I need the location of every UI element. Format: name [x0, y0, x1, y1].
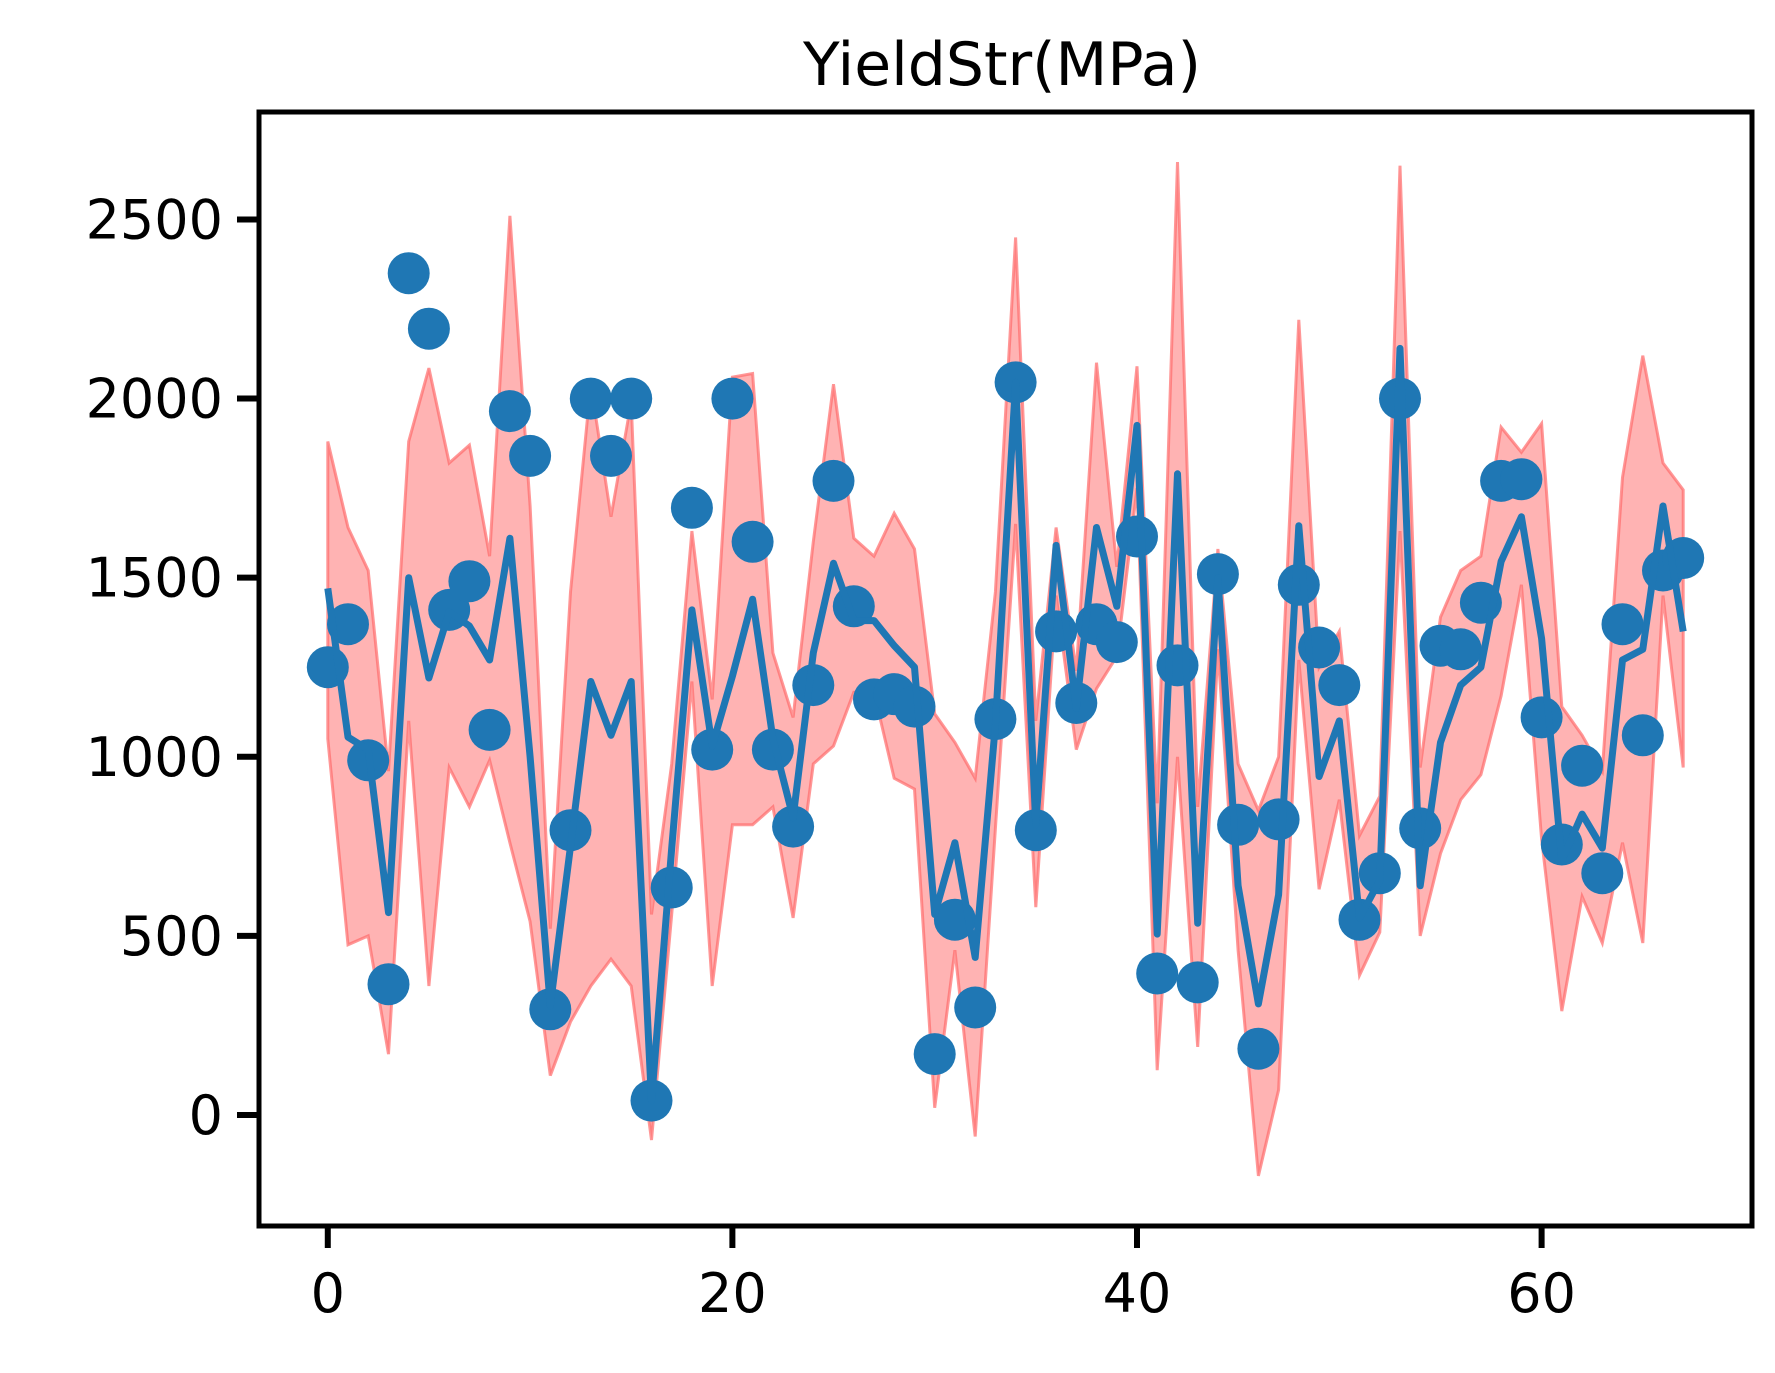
data-point: [1601, 603, 1644, 646]
data-point: [731, 520, 774, 563]
data-point: [792, 664, 835, 707]
x-tick-label: 0: [311, 1262, 345, 1325]
data-point: [488, 390, 531, 433]
x-tick-label: 40: [1103, 1262, 1172, 1325]
data-point: [367, 963, 410, 1006]
data-point: [610, 377, 653, 420]
chart-title: YieldStr(MPa): [802, 30, 1201, 100]
prediction-line: [324, 344, 1687, 1105]
y-tick-label: 1000: [86, 726, 223, 789]
y-tick-label: 0: [189, 1084, 223, 1147]
data-point: [1520, 696, 1563, 739]
data-point: [1014, 809, 1057, 852]
data-point: [529, 988, 572, 1031]
data-point: [1237, 1027, 1280, 1070]
data-point: [1318, 664, 1361, 707]
data-point: [590, 434, 632, 477]
x-tick-label: 60: [1507, 1262, 1576, 1325]
plot-area: [306, 162, 1705, 1177]
data-point: [569, 377, 612, 420]
x-tick-label: 20: [698, 1262, 767, 1325]
data-point: [1621, 714, 1664, 757]
y-tick-label: 1500: [86, 547, 223, 610]
data-point: [1217, 803, 1260, 846]
data-point: [812, 459, 855, 502]
data-point: [1561, 744, 1604, 787]
data-point: [772, 805, 815, 848]
data-point: [1500, 458, 1543, 501]
data-point: [1257, 798, 1300, 841]
data-point: [1581, 852, 1624, 895]
data-point: [1196, 553, 1239, 596]
data-point: [407, 307, 450, 350]
data-point: [1136, 952, 1179, 995]
data-point: [1176, 961, 1219, 1004]
data-point: [509, 434, 552, 477]
data-point: [468, 708, 511, 751]
data-point: [954, 986, 997, 1029]
y-tick-label: 2000: [86, 368, 223, 431]
data-point: [1156, 644, 1199, 687]
x-axis: 0 20 40 60: [311, 1226, 1576, 1325]
data-point: [913, 1033, 956, 1076]
y-tick-label: 2500: [86, 188, 223, 251]
data-point: [387, 252, 430, 295]
data-point: [448, 560, 491, 603]
data-point: [1439, 628, 1482, 671]
y-axis: 0 500 1000 1500 2000 2500: [86, 188, 259, 1147]
data-point: [1095, 621, 1138, 664]
y-tick-label: 500: [120, 905, 223, 968]
data-point: [691, 728, 734, 771]
data-point: [711, 377, 754, 420]
axes-frame: [256, 109, 1755, 1229]
data-point: [670, 486, 713, 529]
